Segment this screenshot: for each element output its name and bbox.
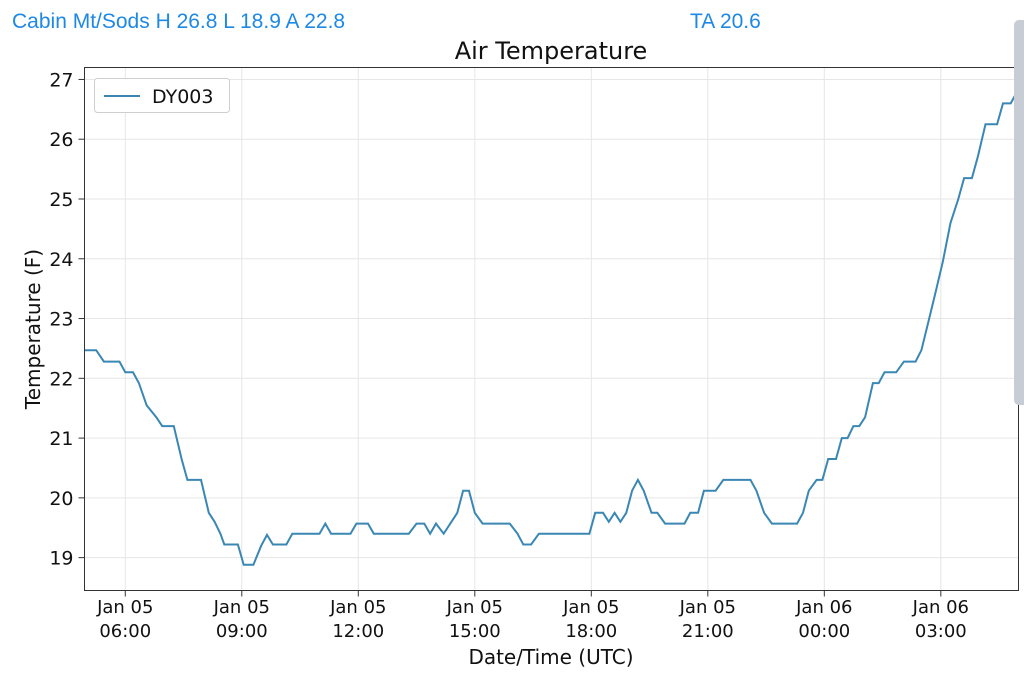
x-tick-label-date: Jan 05 bbox=[96, 597, 153, 618]
x-tick-label-time: 18:00 bbox=[565, 621, 617, 642]
x-tick-label-date: Jan 05 bbox=[329, 597, 386, 618]
header-bar: Cabin Mt/Sods H 26.8 L 18.9 A 22.8 TA 20… bbox=[0, 8, 1024, 38]
series-line-dy003 bbox=[84, 91, 1019, 566]
y-tick-label: 25 bbox=[49, 189, 73, 211]
y-tick-label: 23 bbox=[49, 309, 73, 331]
y-tick-label: 22 bbox=[49, 368, 73, 390]
x-tick-label-time: 15:00 bbox=[449, 621, 501, 642]
plot-frame bbox=[84, 67, 1019, 591]
current-air-temp[interactable]: TA 20.6 bbox=[690, 10, 761, 33]
x-tick-label-date: Jan 06 bbox=[795, 597, 852, 618]
x-tick-label-date: Jan 05 bbox=[679, 597, 736, 618]
x-tick-label-time: 21:00 bbox=[682, 621, 734, 642]
legend: DY003 bbox=[94, 78, 230, 113]
chart-title: Air Temperature bbox=[455, 37, 648, 65]
y-tick-label: 21 bbox=[49, 428, 73, 450]
scrollbar-handle[interactable] bbox=[1014, 20, 1024, 405]
y-tick-label: 27 bbox=[49, 69, 73, 91]
grid-lines bbox=[84, 67, 1019, 591]
station-summary[interactable]: Cabin Mt/Sods H 26.8 L 18.9 A 22.8 bbox=[12, 10, 346, 33]
y-axis-ticks: 19 20 21 22 23 24 25 26 27 bbox=[49, 69, 85, 570]
x-tick-label-time: 12:00 bbox=[332, 621, 384, 642]
x-tick-label-time: 06:00 bbox=[99, 621, 151, 642]
x-tick-label-date: Jan 05 bbox=[213, 597, 270, 618]
y-tick-label: 24 bbox=[49, 249, 73, 271]
x-tick-label-date: Jan 05 bbox=[446, 597, 503, 618]
x-tick-label-time: 03:00 bbox=[915, 621, 967, 642]
x-axis-label: Date/Time (UTC) bbox=[468, 645, 633, 669]
legend-label: DY003 bbox=[152, 86, 213, 108]
legend-box bbox=[94, 78, 230, 113]
x-tick-label-time: 00:00 bbox=[798, 621, 850, 642]
y-tick-label: 20 bbox=[49, 488, 73, 510]
y-tick-label: 19 bbox=[49, 548, 73, 570]
x-tick-label-date: Jan 06 bbox=[912, 597, 969, 618]
y-axis-label: Temperature (F) bbox=[21, 249, 45, 410]
x-axis-ticks: Jan 05 06:00 Jan 05 09:00 Jan 05 12:00 Jan 05 1… bbox=[96, 590, 969, 642]
y-tick-label: 26 bbox=[49, 129, 73, 151]
x-tick-label-time: 09:00 bbox=[216, 621, 268, 642]
x-tick-label-date: Jan 05 bbox=[562, 597, 619, 618]
